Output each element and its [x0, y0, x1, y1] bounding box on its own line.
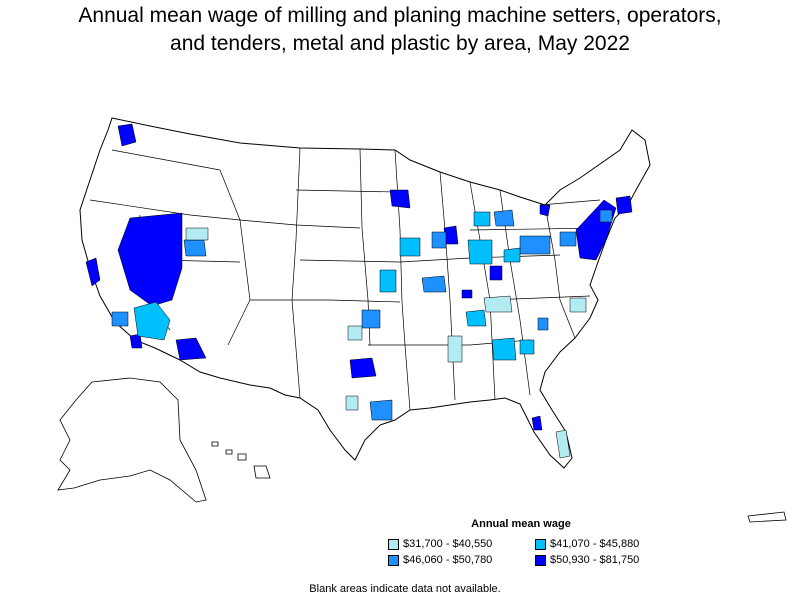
legend: Annual mean wage $31,700 - $40,550 $41,0…: [380, 518, 670, 572]
area-co: [185, 227, 209, 241]
area-in: [467, 239, 493, 265]
area-tx: [345, 395, 359, 411]
title-line-2: and tenders, metal and plastic by area, …: [170, 32, 630, 55]
puerto-rico: [747, 511, 787, 523]
legend-swatch-4: [535, 554, 546, 566]
legend-title: Annual mean wage: [471, 518, 571, 530]
legend-swatch-1: [388, 538, 399, 550]
area-mi2: [473, 211, 491, 227]
area-la: [111, 311, 129, 327]
area-sf: [85, 257, 101, 287]
area-ne1: [599, 209, 613, 223]
area-ny: [539, 204, 551, 217]
legend-label-2: $41,070 - $45,880: [550, 538, 640, 550]
area-nevada: [117, 212, 183, 307]
area-az: [133, 301, 171, 341]
legend-swatch-3: [388, 554, 399, 566]
legend-label-4: $50,930 - $81,750: [550, 554, 640, 566]
area-seattle: [117, 123, 137, 147]
legend-item-4: $50,930 - $81,750: [535, 554, 639, 566]
area-okc: [349, 357, 377, 379]
area-tucson: [175, 337, 207, 361]
legend-swatch-2: [535, 538, 546, 550]
area-ok: [347, 325, 363, 341]
area-louisville: [461, 289, 473, 299]
area-ms: [447, 335, 463, 363]
area-pa: [559, 231, 577, 247]
area-mi: [493, 209, 515, 227]
area-va: [537, 317, 549, 331]
legend-item-2: $41,070 - $45,880: [535, 538, 639, 550]
area-mo: [379, 269, 397, 293]
alaska-outline: [57, 377, 207, 503]
footnote: Blank areas indicate data not available.: [309, 583, 501, 595]
legend-label-1: $31,700 - $40,550: [403, 538, 493, 550]
hawaii-islands: [211, 441, 271, 479]
legend-item-3: $46,060 - $50,780: [388, 554, 492, 566]
wage-areas: [85, 123, 633, 459]
map-title: Annual mean wage of milling and planing …: [0, 2, 800, 58]
area-fl-palmbeach: [531, 415, 543, 431]
area-minneapolis: [389, 189, 411, 209]
legend-item-1: $31,700 - $40,550: [388, 538, 492, 550]
area-wi: [431, 231, 447, 249]
area-houston: [369, 399, 393, 421]
area-utah: [183, 239, 207, 257]
area-arkansas: [361, 309, 381, 329]
area-sc: [519, 339, 535, 355]
area-ga: [491, 337, 517, 361]
area-ia: [399, 237, 421, 257]
area-boston: [615, 195, 633, 215]
legend-label-3: $46,060 - $50,780: [403, 554, 493, 566]
area-fl-east: [555, 429, 571, 459]
conus-outline: [79, 117, 651, 469]
area-kc: [421, 275, 447, 293]
title-line-1: Annual mean wage of milling and planing …: [78, 4, 722, 27]
area-ky: [483, 295, 513, 313]
area-nc: [569, 297, 587, 313]
area-tn: [465, 309, 487, 327]
area-socal: [129, 333, 143, 349]
area-indiana: [489, 265, 503, 281]
area-oh: [519, 235, 551, 255]
area-oh2: [503, 247, 521, 263]
